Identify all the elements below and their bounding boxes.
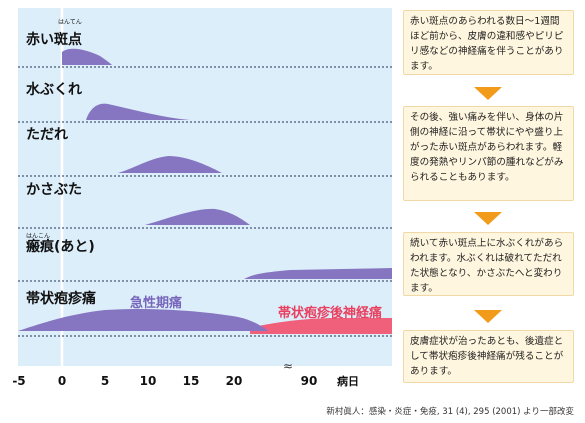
axis-tick-15: 15: [183, 374, 200, 388]
postherpetic-neuralgia-shape: [250, 318, 392, 334]
ruby-red-spots: はんてん: [58, 19, 82, 26]
row-label-red-spots: 赤い斑点: [26, 31, 82, 48]
explanation-box-2: その後、強い痛みを伴い、身体の片側の神経に沿って帯状にやや盛り上がった赤い斑点が…: [403, 106, 574, 201]
source-caption: 新村眞人：感染・炎症・免疫, 31 (4), 295 (2001) より一部改変: [326, 407, 574, 417]
row-label-erosion: ただれ: [26, 127, 68, 143]
axis-tick-5: 5: [101, 374, 109, 388]
arrow-down-icon: [474, 310, 502, 323]
axis-tick-10: 10: [140, 374, 157, 388]
scar-shape: [244, 268, 392, 279]
red-spots-shape: [62, 48, 112, 65]
axis-tick-minus5: -5: [12, 374, 25, 388]
explanation-box-1: 赤い斑点のあらわれる数日〜1週間ほど前から、皮膚の違和感やピリピリ感などの神経痛…: [403, 10, 574, 75]
acute-pain-label: 急性期痛: [130, 295, 182, 311]
blister-shape: [86, 103, 190, 120]
axis-break-mark: ≈: [283, 359, 293, 373]
acute-pain-shape: [18, 308, 268, 331]
arrow-down-icon: [474, 87, 502, 100]
arrow-down-icon: [474, 212, 502, 225]
row-label-scab: かさぶた: [26, 182, 82, 198]
ruby-scar: はんこん: [26, 233, 50, 240]
explanation-box-4: 皮膚症状が治ったあとも、後遺症として帯状疱疹後神経痛が残ることがあります。: [403, 330, 574, 383]
scab-shape: [145, 208, 250, 225]
axis-unit-label: 病日: [337, 374, 359, 388]
axis-tick-90: 90: [301, 374, 318, 388]
explanation-box-3: 続いて赤い斑点上に水ぶくれがあらわれます。水ぶくれは破れてただれた状態となり、か…: [403, 232, 574, 296]
row-label-scar: 瘢痕(あと): [26, 238, 95, 255]
postherpetic-pain-label: 帯状疱疹後神経痛: [278, 305, 382, 321]
axis-tick-0: 0: [58, 374, 66, 388]
erosion-shape: [118, 156, 222, 173]
timeline-background: [18, 8, 392, 366]
row-label-blister: 水ぶくれ: [26, 81, 82, 98]
row-label-pain: 帯状疱疹痛: [26, 290, 96, 307]
axis-tick-20: 20: [226, 374, 243, 388]
